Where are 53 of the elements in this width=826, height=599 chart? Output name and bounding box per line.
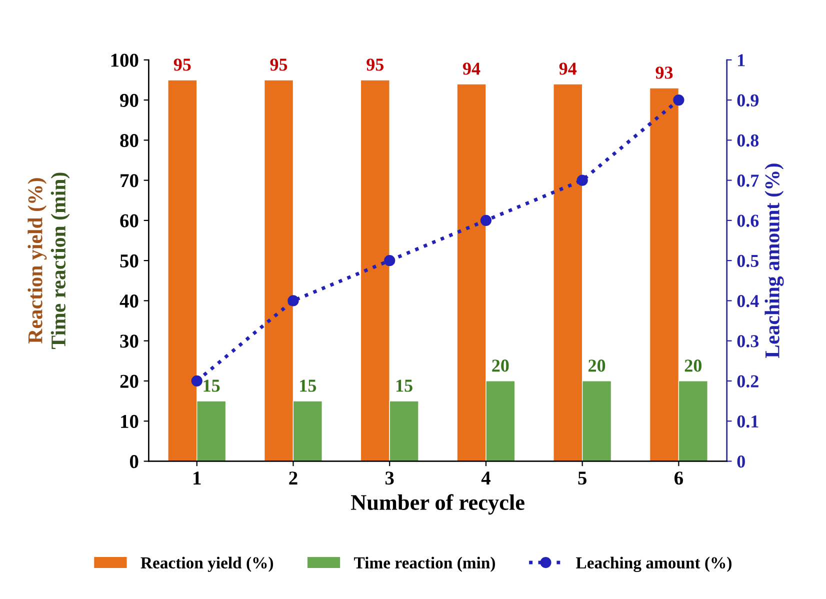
x-tick-label: 5 <box>578 472 586 485</box>
y-tick-label: 0 <box>130 455 138 468</box>
legend-label: Leaching amount (%) <box>576 556 732 572</box>
y-tick-label: 40 <box>120 294 138 308</box>
point <box>673 94 684 106</box>
point <box>191 375 202 387</box>
x-axis-title: Number of recycle <box>350 494 524 515</box>
x-tick-label: 4 <box>481 472 490 484</box>
x-tick-label: 1 <box>194 472 201 484</box>
x-tick-label: 6 <box>674 472 683 485</box>
point <box>288 295 299 306</box>
y2-axis-title: Leaching amount (%) <box>764 164 784 358</box>
data-label: 95 <box>270 58 288 71</box>
data-label: 15 <box>300 380 316 392</box>
y-tick-label: 60 <box>120 214 138 228</box>
y2-tick-label: 0.3 <box>737 335 759 348</box>
data-label: 95 <box>366 58 384 71</box>
y-tick-label: 50 <box>120 254 138 268</box>
data-label: 94 <box>462 62 480 75</box>
data-label: 15 <box>396 380 412 392</box>
y2-tick-label: 1 <box>738 54 745 66</box>
y-tick-label: 90 <box>120 94 138 107</box>
data-label: 94 <box>559 62 577 75</box>
data-label: 20 <box>492 360 509 372</box>
text: Reaction yield (%) <box>28 178 47 344</box>
y-tick-label: 100 <box>111 54 138 67</box>
legend-label: Reaction yield (%) <box>140 556 274 572</box>
data-label: 20 <box>684 360 702 372</box>
y-tick-label: 80 <box>120 134 138 148</box>
point <box>384 255 396 266</box>
y2-tick-label: 0.2 <box>737 375 758 388</box>
data-label: 15 <box>204 380 220 392</box>
data-label: 95 <box>174 58 191 71</box>
y2-tick-label: 0.7 <box>737 174 759 187</box>
data-label: 20 <box>588 360 606 372</box>
y-tick-label: 20 <box>120 374 138 388</box>
x-tick-label: 2 <box>289 472 298 484</box>
y2-tick-label: 0.4 <box>737 294 759 308</box>
point <box>480 214 492 226</box>
data-label: 93 <box>656 66 673 79</box>
x-tick-label: 3 <box>385 472 394 485</box>
point <box>576 174 588 186</box>
y-tick-label: 10 <box>121 414 138 428</box>
y-tick-label: 30 <box>120 334 138 348</box>
y2-tick-label: 0.1 <box>737 415 758 428</box>
y2-tick-label: 0.6 <box>737 214 759 227</box>
text: Time reaction (min) <box>50 172 70 349</box>
y2-tick-label: 0.9 <box>737 94 759 107</box>
y2-tick-label: 0 <box>737 455 745 468</box>
legend-label: Time reaction (min) <box>354 556 495 572</box>
y2-tick-label: 0.5 <box>737 254 759 268</box>
y2-tick-label: 0.8 <box>737 134 759 147</box>
y-tick-label: 70 <box>120 174 138 188</box>
